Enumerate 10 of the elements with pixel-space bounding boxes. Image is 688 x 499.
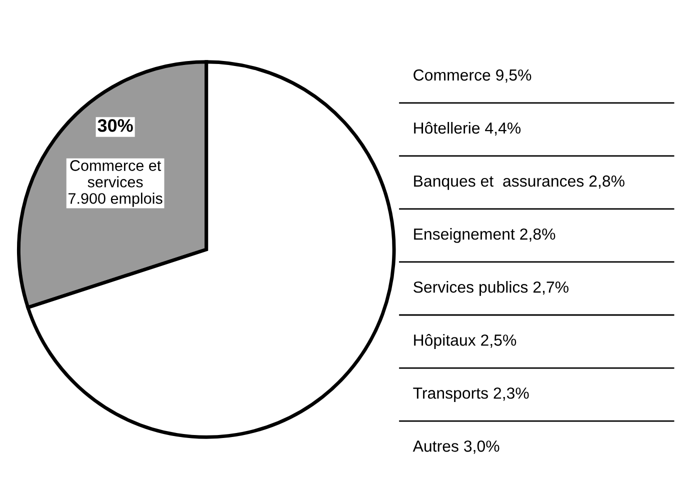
slice-label: Commerce et services 7.900 emplois (68, 160, 162, 207)
text: Hôtellerie 4,4% (414, 122, 521, 136)
text: Transports 2,3% (413, 388, 529, 402)
text: Enseignement 2,8% (414, 228, 556, 243)
text: Commerce 9,5% (414, 69, 532, 83)
text: Autres 3,0% (412, 440, 500, 454)
text: Hôpitaux 2,5% (414, 334, 516, 349)
data-label: 30% (98, 119, 133, 132)
text: Services publics 2,7% (414, 281, 568, 296)
text: Banques et assurances 2,8% (414, 175, 624, 190)
